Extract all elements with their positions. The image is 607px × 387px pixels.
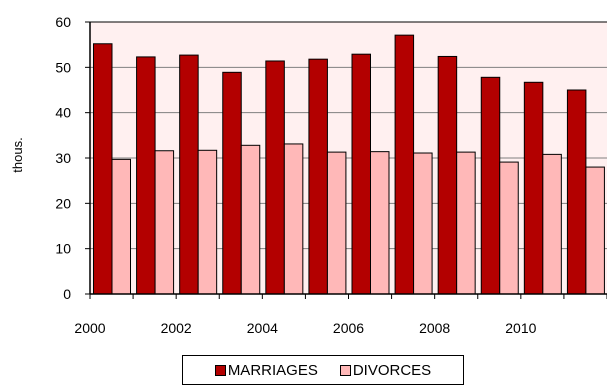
bar-chart: 0 10 20 30 40 50 60 2000 2002 2004 2006 2008 2010 t… [10,14,607,336]
bar-marriages-2010 [523,81,544,295]
axes [85,21,607,299]
bar-divorces-2004 [283,143,304,295]
bar-marriages-2001 [136,56,156,295]
bar-divorces-2002 [197,149,218,295]
x-tick-label: 2008 [419,320,450,336]
bar-divorces-2006 [370,151,390,295]
x-tick-label: 2002 [161,320,192,336]
bar-divorces-2000 [111,158,131,295]
bar-marriages-2004 [265,60,285,295]
y-tick-label: 0 [63,286,71,302]
bar-marriages-2005 [308,58,328,295]
legend-item-divorces: DIVORCES [339,361,432,379]
y-tick-label: 50 [55,59,71,75]
legend-swatch-divorces [339,364,351,376]
bar-marriages-2006 [351,53,371,295]
x-tick-label: 2004 [247,320,278,336]
y-tick-label: 40 [55,105,71,121]
bar-marriages-2011 [566,89,587,295]
bar-divorces-2003 [240,144,261,295]
bar-divorces-2005 [326,151,347,295]
bar-marriages-2002 [179,54,199,295]
legend: MARRIAGES DIVORCES [182,355,464,385]
y-tick-label: 20 [55,195,71,211]
legend-label-divorces: DIVORCES [352,361,432,379]
y-tick-label: 10 [55,241,71,257]
bar-marriages-2000 [93,43,113,295]
x-tick-label: 2006 [333,320,364,336]
legend-swatch-marriages [214,364,226,376]
x-tick-label: 2010 [505,320,536,336]
bar-marriages-2009 [480,76,501,295]
y-axis-label: thous. [10,137,25,172]
x-tick-labels: 2000 2002 2004 2006 2008 2010 [74,320,536,336]
bar-marriages-2003 [222,71,242,295]
legend-label-marriages: MARRIAGES [227,361,318,379]
bar-marriages-2008 [437,55,458,295]
y-tick-labels: 0 10 20 30 40 50 60 [55,14,71,302]
legend-item-marriages: MARRIAGES [214,361,318,379]
bars [93,34,605,295]
bar-divorces-2001 [154,150,175,295]
bar-marriages-2007 [394,34,415,295]
bar-divorces-2008 [456,151,476,295]
y-tick-label: 60 [55,14,71,30]
bar-divorces-2007 [413,152,433,295]
y-tick-label: 30 [55,150,71,166]
bar-divorces-2011 [585,166,605,295]
bar-divorces-2010 [542,153,562,295]
bar-divorces-2009 [499,161,519,295]
x-tick-label: 2000 [74,320,105,336]
